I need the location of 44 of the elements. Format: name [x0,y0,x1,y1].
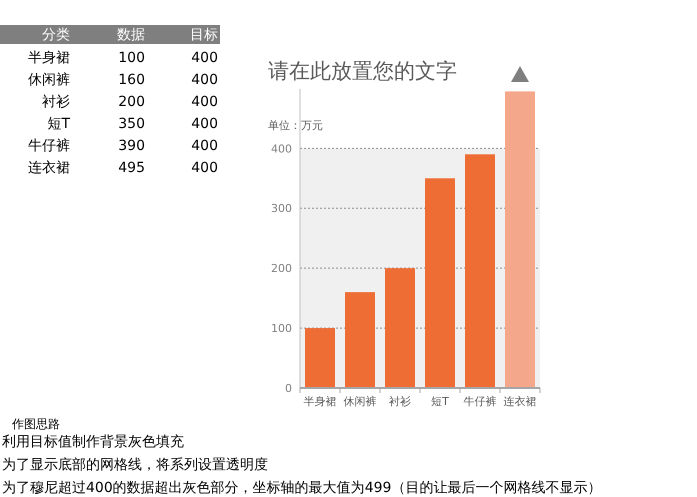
data-label: 100 [118,50,145,66]
bar [465,154,495,388]
data-label: 160 [118,72,145,88]
x-tick-label: 连衣裙 [504,395,536,408]
data-label: 400 [191,72,218,88]
x-tick-label: 短T [431,395,450,408]
bar [425,178,455,388]
data-label: 200 [118,94,145,110]
data-label: 495 [118,160,145,176]
y-tick-label: 200 [271,262,292,276]
text: 作图思路 [11,417,60,431]
bar [305,328,335,388]
chart-title: 请在此放置您的文字 [268,59,457,83]
x-tick-label: 牛仔裤 [464,395,496,408]
text: 单位：万元 [268,119,323,132]
data-label: 400 [191,50,218,66]
x-tick-label: 半身裙 [304,395,336,408]
text: 为了显示底部的网格线，将系列设置透明度 [2,457,268,473]
x-tick-label: 休闲裤 [344,395,376,408]
category-label: 连衣裙 [28,160,70,176]
data-label: 400 [191,160,218,176]
category-label: 半身裙 [28,50,70,66]
bar [505,91,535,388]
category-label: 休闲裤 [28,72,70,88]
legend-title: 分类 [42,27,70,43]
data-label: 400 [191,94,218,110]
data-label: 390 [118,138,145,154]
y-tick-label: 300 [271,202,292,216]
bar [385,268,415,388]
category-label: 衬衫 [42,94,70,110]
data-label: 350 [118,116,145,132]
bar [345,292,375,388]
x-tick-label: 衬衫 [389,395,411,408]
y-tick-label: 0 [285,382,292,395]
data-label: 400 [191,116,218,132]
category-label: 短T [47,116,70,132]
text: 利用目标值制作背景灰色填充 [2,434,184,450]
text: 为了穆尼超过400的数据超出灰色部分，坐标轴的最大值为499（目的让最后一个网格线不显示） [2,480,602,496]
data-label: 400 [191,138,218,154]
category-label: 牛仔裤 [28,138,70,154]
text: 目标 [190,27,218,43]
text: 数据 [117,27,145,43]
y-tick-label: 400 [271,142,292,156]
y-tick-label: 100 [271,322,292,336]
